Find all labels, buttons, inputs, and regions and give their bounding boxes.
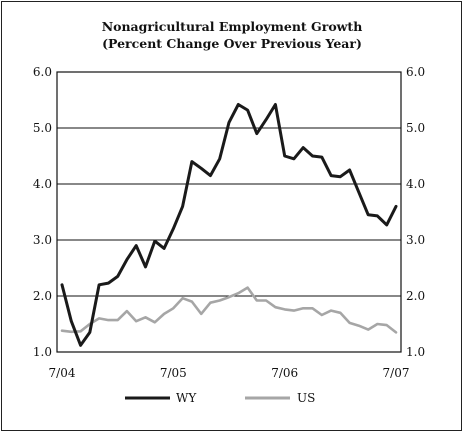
chart-title: Nonagricultural Employment Growth: [102, 19, 363, 34]
y-tick-label-right: 5.0: [406, 121, 425, 135]
y-axis-right-ticks: 1.0 2.0 3.0 4.0 5.0 6.0: [406, 65, 425, 359]
y-tick-label-left: 5.0: [33, 121, 52, 135]
y-tick-label-left: 2.0: [33, 289, 52, 303]
x-tick-label: 7/06: [271, 366, 298, 380]
chart-subtitle: (Percent Change Over Previous Year): [102, 36, 362, 51]
y-tick-label-right: 6.0: [406, 65, 425, 79]
series-line-us: [60, 286, 398, 334]
y-tick-label-left: 4.0: [33, 177, 52, 191]
y-tick-label-right: 3.0: [406, 233, 425, 247]
x-tick-label: 7/07: [383, 366, 410, 380]
legend: WY US: [125, 391, 315, 405]
y-tick-label-right: 4.0: [406, 177, 425, 191]
grid-lines: [57, 127, 401, 297]
x-tick-label: 7/05: [160, 366, 187, 380]
x-axis-ticks: 7/04 7/05 7/06 7/07: [49, 366, 410, 380]
series-lines: [60, 103, 398, 347]
y-tick-label-right: 2.0: [406, 289, 425, 303]
series-line-wy: [60, 103, 398, 347]
y-axis-left-ticks: 1.0 2.0 3.0 4.0 5.0 6.0: [33, 65, 52, 359]
x-tick-label: 7/04: [49, 366, 76, 380]
plot-area-border: [56, 71, 402, 353]
y-tick-label-right: 1.0: [406, 345, 425, 359]
y-tick-label-left: 3.0: [33, 233, 52, 247]
y-tick-label-left: 6.0: [33, 65, 52, 79]
y-tick-label-left: 1.0: [33, 345, 52, 359]
legend-label-wy: WY: [176, 391, 197, 405]
legend-label-us: US: [297, 391, 315, 405]
